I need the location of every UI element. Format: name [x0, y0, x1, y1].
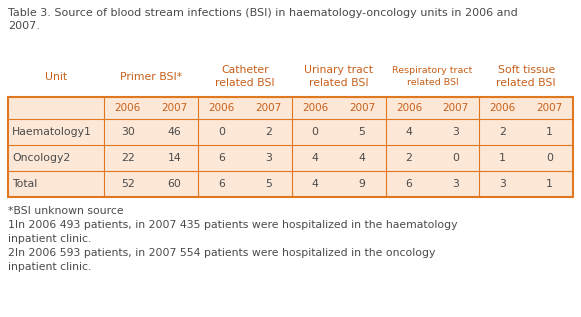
Text: 4: 4 — [358, 153, 365, 163]
Text: 0: 0 — [453, 153, 460, 163]
Text: 3: 3 — [499, 179, 506, 189]
Text: 9: 9 — [358, 179, 365, 189]
Text: Unit: Unit — [45, 72, 67, 81]
Text: 1: 1 — [546, 179, 553, 189]
Text: 2006: 2006 — [490, 103, 516, 113]
Text: 6: 6 — [218, 153, 225, 163]
Text: 2007.: 2007. — [8, 21, 40, 31]
Text: 1: 1 — [499, 153, 506, 163]
Text: 2: 2 — [499, 127, 506, 137]
Text: 4: 4 — [312, 179, 318, 189]
Text: 6: 6 — [406, 179, 413, 189]
Text: Total: Total — [12, 179, 37, 189]
Text: 2006: 2006 — [114, 103, 141, 113]
Text: 3: 3 — [265, 153, 272, 163]
Text: 2: 2 — [406, 153, 413, 163]
Text: Respiratory tract
related BSI: Respiratory tract related BSI — [392, 67, 472, 87]
Text: 2006: 2006 — [209, 103, 235, 113]
Text: 4: 4 — [406, 127, 413, 137]
Text: 4: 4 — [312, 153, 318, 163]
Text: 2007: 2007 — [536, 103, 562, 113]
Text: 2In 2006 593 patients, in 2007 554 patients were hospitalized in the oncology: 2In 2006 593 patients, in 2007 554 patie… — [8, 248, 435, 258]
Text: 0: 0 — [312, 127, 319, 137]
Text: 14: 14 — [168, 153, 181, 163]
Text: Table 3. Source of blood stream infections (BSI) in haematology-oncology units i: Table 3. Source of blood stream infectio… — [8, 8, 518, 18]
Text: 2006: 2006 — [396, 103, 422, 113]
Text: 2007: 2007 — [255, 103, 281, 113]
Text: 6: 6 — [218, 179, 225, 189]
Text: 1: 1 — [546, 127, 553, 137]
Text: 30: 30 — [121, 127, 135, 137]
Text: 5: 5 — [358, 127, 365, 137]
Bar — [8, 97, 573, 197]
Text: 1In 2006 493 patients, in 2007 435 patients were hospitalized in the haematology: 1In 2006 493 patients, in 2007 435 patie… — [8, 220, 457, 230]
Text: Catheter
related BSI: Catheter related BSI — [215, 65, 275, 88]
Text: Primer BSI*: Primer BSI* — [120, 72, 182, 81]
Text: 3: 3 — [453, 179, 459, 189]
Text: 22: 22 — [121, 153, 135, 163]
Text: inpatient clinic.: inpatient clinic. — [8, 262, 91, 272]
Text: 0: 0 — [546, 153, 553, 163]
Text: 60: 60 — [168, 179, 182, 189]
Text: inpatient clinic.: inpatient clinic. — [8, 234, 91, 244]
Text: 2007: 2007 — [349, 103, 375, 113]
Text: Haematology1: Haematology1 — [12, 127, 92, 137]
Text: Soft tissue
related BSI: Soft tissue related BSI — [496, 65, 556, 88]
Text: 2006: 2006 — [302, 103, 328, 113]
Text: Urinary tract
related BSI: Urinary tract related BSI — [304, 65, 373, 88]
Text: 5: 5 — [265, 179, 272, 189]
Text: 52: 52 — [121, 179, 135, 189]
Text: 46: 46 — [168, 127, 181, 137]
Text: Oncology2: Oncology2 — [12, 153, 70, 163]
Text: 2007: 2007 — [443, 103, 469, 113]
Text: *BSI unknown source: *BSI unknown source — [8, 206, 124, 216]
Text: 2: 2 — [265, 127, 272, 137]
Text: 2007: 2007 — [162, 103, 188, 113]
Text: 0: 0 — [218, 127, 225, 137]
Text: 3: 3 — [453, 127, 459, 137]
